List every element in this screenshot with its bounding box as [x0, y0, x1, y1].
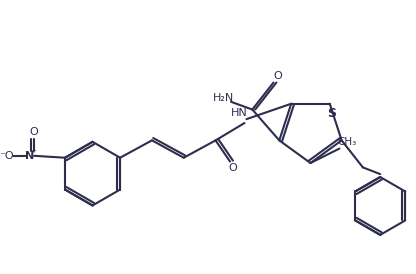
Text: O: O [30, 127, 39, 137]
Text: O: O [273, 71, 282, 81]
Text: S: S [327, 107, 336, 120]
Text: CH₃: CH₃ [337, 137, 357, 147]
Text: H₂N: H₂N [213, 93, 234, 103]
Text: ⁻O: ⁻O [0, 151, 13, 161]
Text: HN: HN [231, 109, 248, 118]
Text: +: + [30, 148, 36, 154]
Text: O: O [228, 163, 237, 173]
Text: N: N [25, 151, 34, 161]
